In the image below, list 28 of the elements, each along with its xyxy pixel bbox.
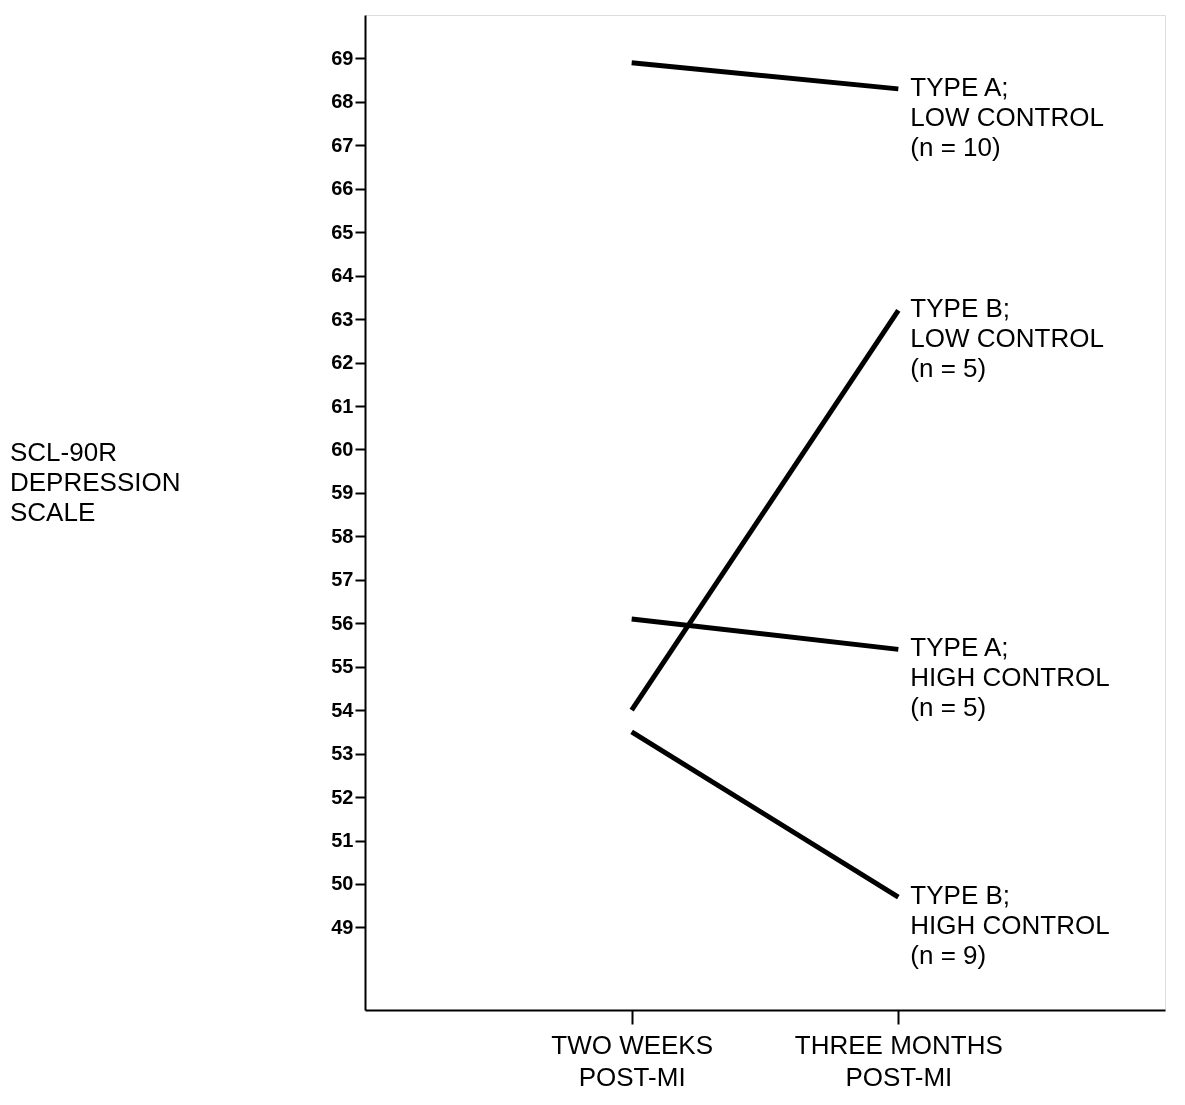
series-label: TYPE A; HIGH CONTROL (n = 5): [910, 632, 1110, 723]
y-tick-label: 62: [331, 351, 354, 374]
y-tick-label: 56: [331, 611, 354, 634]
y-tick-label: 63: [331, 307, 354, 330]
series-label: TYPE B; LOW CONTROL (n = 5): [910, 293, 1104, 384]
y-tick-label: 61: [331, 394, 354, 417]
y-tick-label: 60: [331, 438, 354, 460]
x-tick-label: TWO WEEKS POST-MI: [551, 1029, 714, 1092]
y-tick-label: 54: [331, 698, 355, 721]
series-label: TYPE B; HIGH CONTROL (n = 9): [910, 880, 1110, 971]
y-tick-label: 58: [331, 524, 354, 547]
series-label: TYPE A; LOW CONTROL (n = 10): [910, 71, 1104, 162]
y-tick-label: 64: [331, 264, 355, 287]
y-tick-label: 66: [331, 177, 354, 200]
y-tick-label: 53: [331, 742, 354, 765]
y-tick-label: 51: [331, 829, 354, 852]
y-tick-label: 55: [331, 655, 354, 678]
y-tick-label: 57: [331, 568, 354, 591]
y-tick-label: 69: [331, 46, 354, 69]
y-tick-label: 49: [331, 915, 354, 938]
text: SCL-90R DEPRESSION SCALE: [10, 437, 181, 527]
x-tick-label: THREE MONTHS POST-MI: [794, 1029, 1003, 1092]
y-tick-label: 67: [331, 133, 354, 156]
y-tick-label: 52: [331, 785, 354, 808]
y-tick-label: 50: [331, 872, 354, 895]
y-tick-label: 65: [331, 220, 354, 243]
y-tick-label: 68: [331, 90, 354, 113]
y-tick-label: 59: [331, 481, 354, 504]
